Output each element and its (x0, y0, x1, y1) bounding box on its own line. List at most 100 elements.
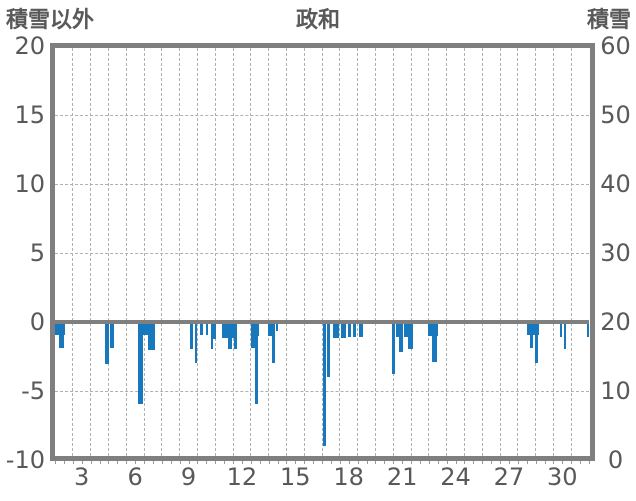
x-tick-label: 18 (333, 463, 364, 491)
x-minor-tick (108, 461, 110, 464)
data-bar (272, 321, 275, 363)
value-gridline (55, 114, 589, 116)
x-axis-minor-ticks (55, 461, 590, 465)
day-gridline (179, 48, 181, 456)
data-bar (267, 321, 273, 336)
x-tick-label: 27 (493, 463, 525, 491)
x-minor-tick (366, 461, 368, 464)
day-gridline (285, 48, 287, 456)
x-minor-tick (339, 461, 341, 464)
data-bar (340, 321, 346, 339)
left-axis-tick-labels: 20 15 10 5 0 -5 -10 (0, 34, 45, 483)
x-minor-tick (241, 461, 243, 464)
data-bar (257, 321, 260, 336)
x-minor-tick (384, 461, 386, 464)
data-bar (560, 321, 562, 337)
day-gridline (107, 48, 109, 456)
data-bar (564, 321, 566, 350)
data-bar (205, 321, 209, 336)
day-gridline (161, 48, 163, 456)
day-gridline (552, 48, 554, 456)
x-minor-tick (526, 461, 528, 464)
x-minor-tick (571, 461, 573, 464)
data-bar (399, 321, 404, 352)
x-minor-tick (152, 461, 154, 464)
day-gridline (357, 48, 359, 456)
data-bar (251, 321, 255, 349)
data-bar (59, 321, 64, 348)
x-minor-tick (553, 461, 555, 464)
x-minor-tick (473, 461, 475, 464)
x-minor-tick (117, 461, 119, 464)
y-tick-label-right: 40 (600, 169, 631, 198)
zero-line (55, 319, 589, 324)
day-gridline (303, 48, 305, 456)
day-gridline (196, 48, 198, 456)
x-minor-tick (81, 461, 83, 464)
x-minor-tick (72, 461, 74, 464)
x-tick-label: 3 (74, 463, 90, 491)
day-gridline (535, 48, 537, 456)
x-minor-tick (508, 461, 510, 464)
x-tick-label: 12 (226, 463, 258, 491)
y-tick-label-right: 10 (600, 376, 631, 405)
x-minor-tick (197, 461, 199, 464)
x-minor-tick (428, 461, 430, 464)
value-gridline (55, 252, 589, 254)
day-gridline (250, 48, 252, 456)
data-bar (530, 321, 534, 349)
data-bar (333, 321, 340, 339)
x-minor-tick (580, 461, 582, 464)
value-gridline (55, 183, 589, 185)
day-gridline (392, 48, 394, 456)
data-bar (395, 321, 400, 337)
x-minor-tick (589, 461, 590, 464)
data-bar (213, 321, 216, 340)
y-tick-label-left: 0 (29, 307, 45, 336)
data-bar (148, 321, 155, 351)
x-tick-label: 9 (180, 463, 197, 491)
left-axis-title: 積雪以外 (6, 8, 95, 33)
x-minor-tick (535, 461, 537, 464)
x-minor-tick (330, 461, 332, 464)
x-minor-tick (135, 461, 137, 464)
data-bar (109, 321, 114, 348)
data-bar (275, 321, 278, 332)
x-minor-tick (250, 461, 252, 464)
data-bar (232, 321, 235, 339)
x-minor-tick (304, 461, 306, 464)
data-bar (587, 321, 589, 337)
data-bar (408, 321, 413, 350)
data-bar (194, 321, 198, 363)
day-gridline (268, 48, 270, 456)
y-tick-label-left: -5 (21, 376, 45, 405)
data-bar (228, 321, 233, 350)
data-bar (234, 321, 237, 350)
x-tick-label: 6 (127, 463, 143, 491)
x-minor-tick (90, 461, 92, 464)
day-gridline (90, 48, 92, 456)
x-minor-tick (206, 461, 208, 464)
x-minor-tick (348, 461, 350, 464)
x-minor-tick (144, 461, 145, 464)
day-gridline (339, 48, 341, 456)
data-bar (255, 321, 258, 405)
chart-title: 政和 (295, 8, 340, 33)
day-gridline (374, 48, 376, 456)
x-minor-tick (313, 461, 315, 464)
x-minor-tick (286, 461, 288, 464)
day-gridline (481, 48, 483, 456)
x-minor-tick (179, 461, 181, 464)
x-minor-tick (517, 461, 519, 464)
value-gridline (55, 390, 589, 392)
x-minor-tick (446, 461, 448, 464)
x-minor-tick (126, 461, 128, 464)
data-bar (436, 321, 439, 336)
x-axis-tick-labels: 3 6 9 12 15 18 21 24 27 30 (55, 464, 589, 498)
right-axis-tick-labels: 60 50 40 30 20 10 0 (595, 34, 636, 483)
x-minor-tick (277, 461, 279, 464)
x-minor-tick (402, 461, 404, 464)
y-tick-label-left: 15 (14, 100, 45, 129)
x-minor-tick (268, 461, 270, 464)
